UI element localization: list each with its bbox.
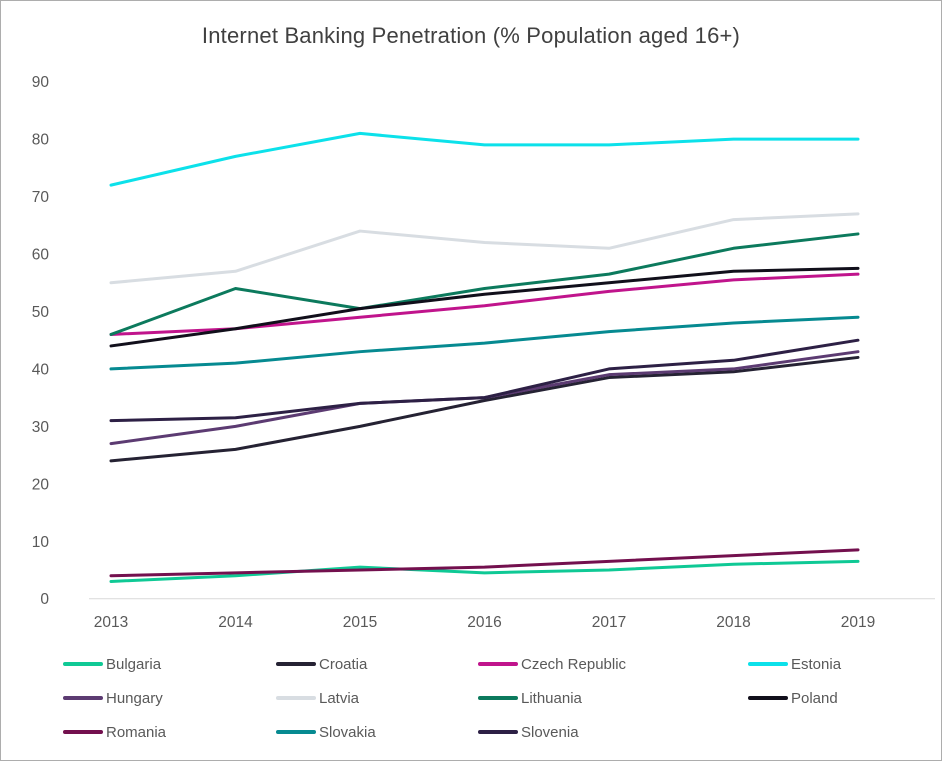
legend-swatch-icon <box>63 662 103 666</box>
legend-item-estonia: Estonia <box>748 655 842 673</box>
legend-item-croatia: Croatia <box>276 655 368 673</box>
y-axis-tick-label: 0 <box>40 591 49 608</box>
legend-label: Croatia <box>319 655 368 673</box>
x-axis-tick-label: 2016 <box>467 614 501 631</box>
legend-label: Latvia <box>319 689 360 707</box>
legend-label: Poland <box>791 689 838 707</box>
x-axis-tick-label: 2018 <box>716 614 750 631</box>
x-axis-tick-label: 2013 <box>94 614 128 631</box>
legend-label: Hungary <box>106 689 163 707</box>
legend-label: Romania <box>106 723 167 741</box>
x-axis-tick-label: 2015 <box>343 614 377 631</box>
y-axis-tick-label: 20 <box>32 476 50 493</box>
x-axis-tick-label: 2014 <box>218 614 253 631</box>
series-line-estonia <box>109 131 860 187</box>
series-line-poland <box>109 266 860 348</box>
legend-label: Czech Republic <box>521 655 627 673</box>
y-axis-tick-label: 80 <box>32 132 50 149</box>
legend-item-bulgaria: Bulgaria <box>63 655 162 673</box>
series-line-bulgaria <box>109 559 860 583</box>
legend-swatch-icon <box>748 662 788 666</box>
legend-swatch-icon <box>478 662 518 666</box>
plot-svg: 90 80 70 60 50 40 30 20 10 0 2013 2014 2015 2016 2017 2… <box>32 74 935 631</box>
series-line-slovakia <box>109 315 860 371</box>
series-line-croatia <box>109 355 860 463</box>
series-line-czech-republic <box>109 272 860 336</box>
series-line-romania <box>109 548 860 578</box>
series-line-latvia <box>109 212 860 285</box>
legend-swatch-icon <box>63 696 103 700</box>
y-axis-tick-label: 30 <box>32 419 50 436</box>
legend-swatch-icon <box>63 730 103 734</box>
legend-label: Slovakia <box>319 723 376 741</box>
legend-item-slovakia: Slovakia <box>276 723 376 741</box>
y-axis-tick-label: 90 <box>32 74 50 91</box>
legend-item-lithuania: Lithuania <box>478 689 582 707</box>
legend-swatch-icon <box>276 730 316 734</box>
legend-swatch-icon <box>478 730 518 734</box>
legend-item-latvia: Latvia <box>276 689 360 707</box>
legend-label: Estonia <box>791 655 842 673</box>
legend-label: Slovenia <box>521 723 579 741</box>
x-axis-tick-label: 2017 <box>592 614 626 631</box>
series-line-slovenia <box>109 338 860 423</box>
legend-label: Bulgaria <box>106 655 162 673</box>
x-axis-tick-label: 2019 <box>841 614 875 631</box>
legend-item-czech-republic: Czech Republic <box>478 655 627 673</box>
y-axis-tick-label: 40 <box>32 361 50 378</box>
legend-swatch-icon <box>276 696 316 700</box>
y-axis-tick-label: 60 <box>32 247 50 264</box>
legend-label: Lithuania <box>521 689 582 707</box>
chart-title: Internet Banking Penetration (% Populati… <box>201 23 741 48</box>
legend-item-romania: Romania <box>63 723 167 741</box>
legend-item-hungary: Hungary <box>63 689 163 707</box>
y-axis-tick-label: 70 <box>32 189 50 206</box>
series-line-lithuania <box>109 232 860 336</box>
legend-swatch-icon <box>748 696 788 700</box>
legend-item-poland: Poland <box>748 689 838 707</box>
y-axis-tick-label: 10 <box>32 534 50 551</box>
legend-swatch-icon <box>276 662 316 666</box>
legend-swatch-icon <box>478 696 518 700</box>
y-axis-tick-label: 50 <box>32 304 50 321</box>
legend-item-slovenia: Slovenia <box>478 723 579 741</box>
